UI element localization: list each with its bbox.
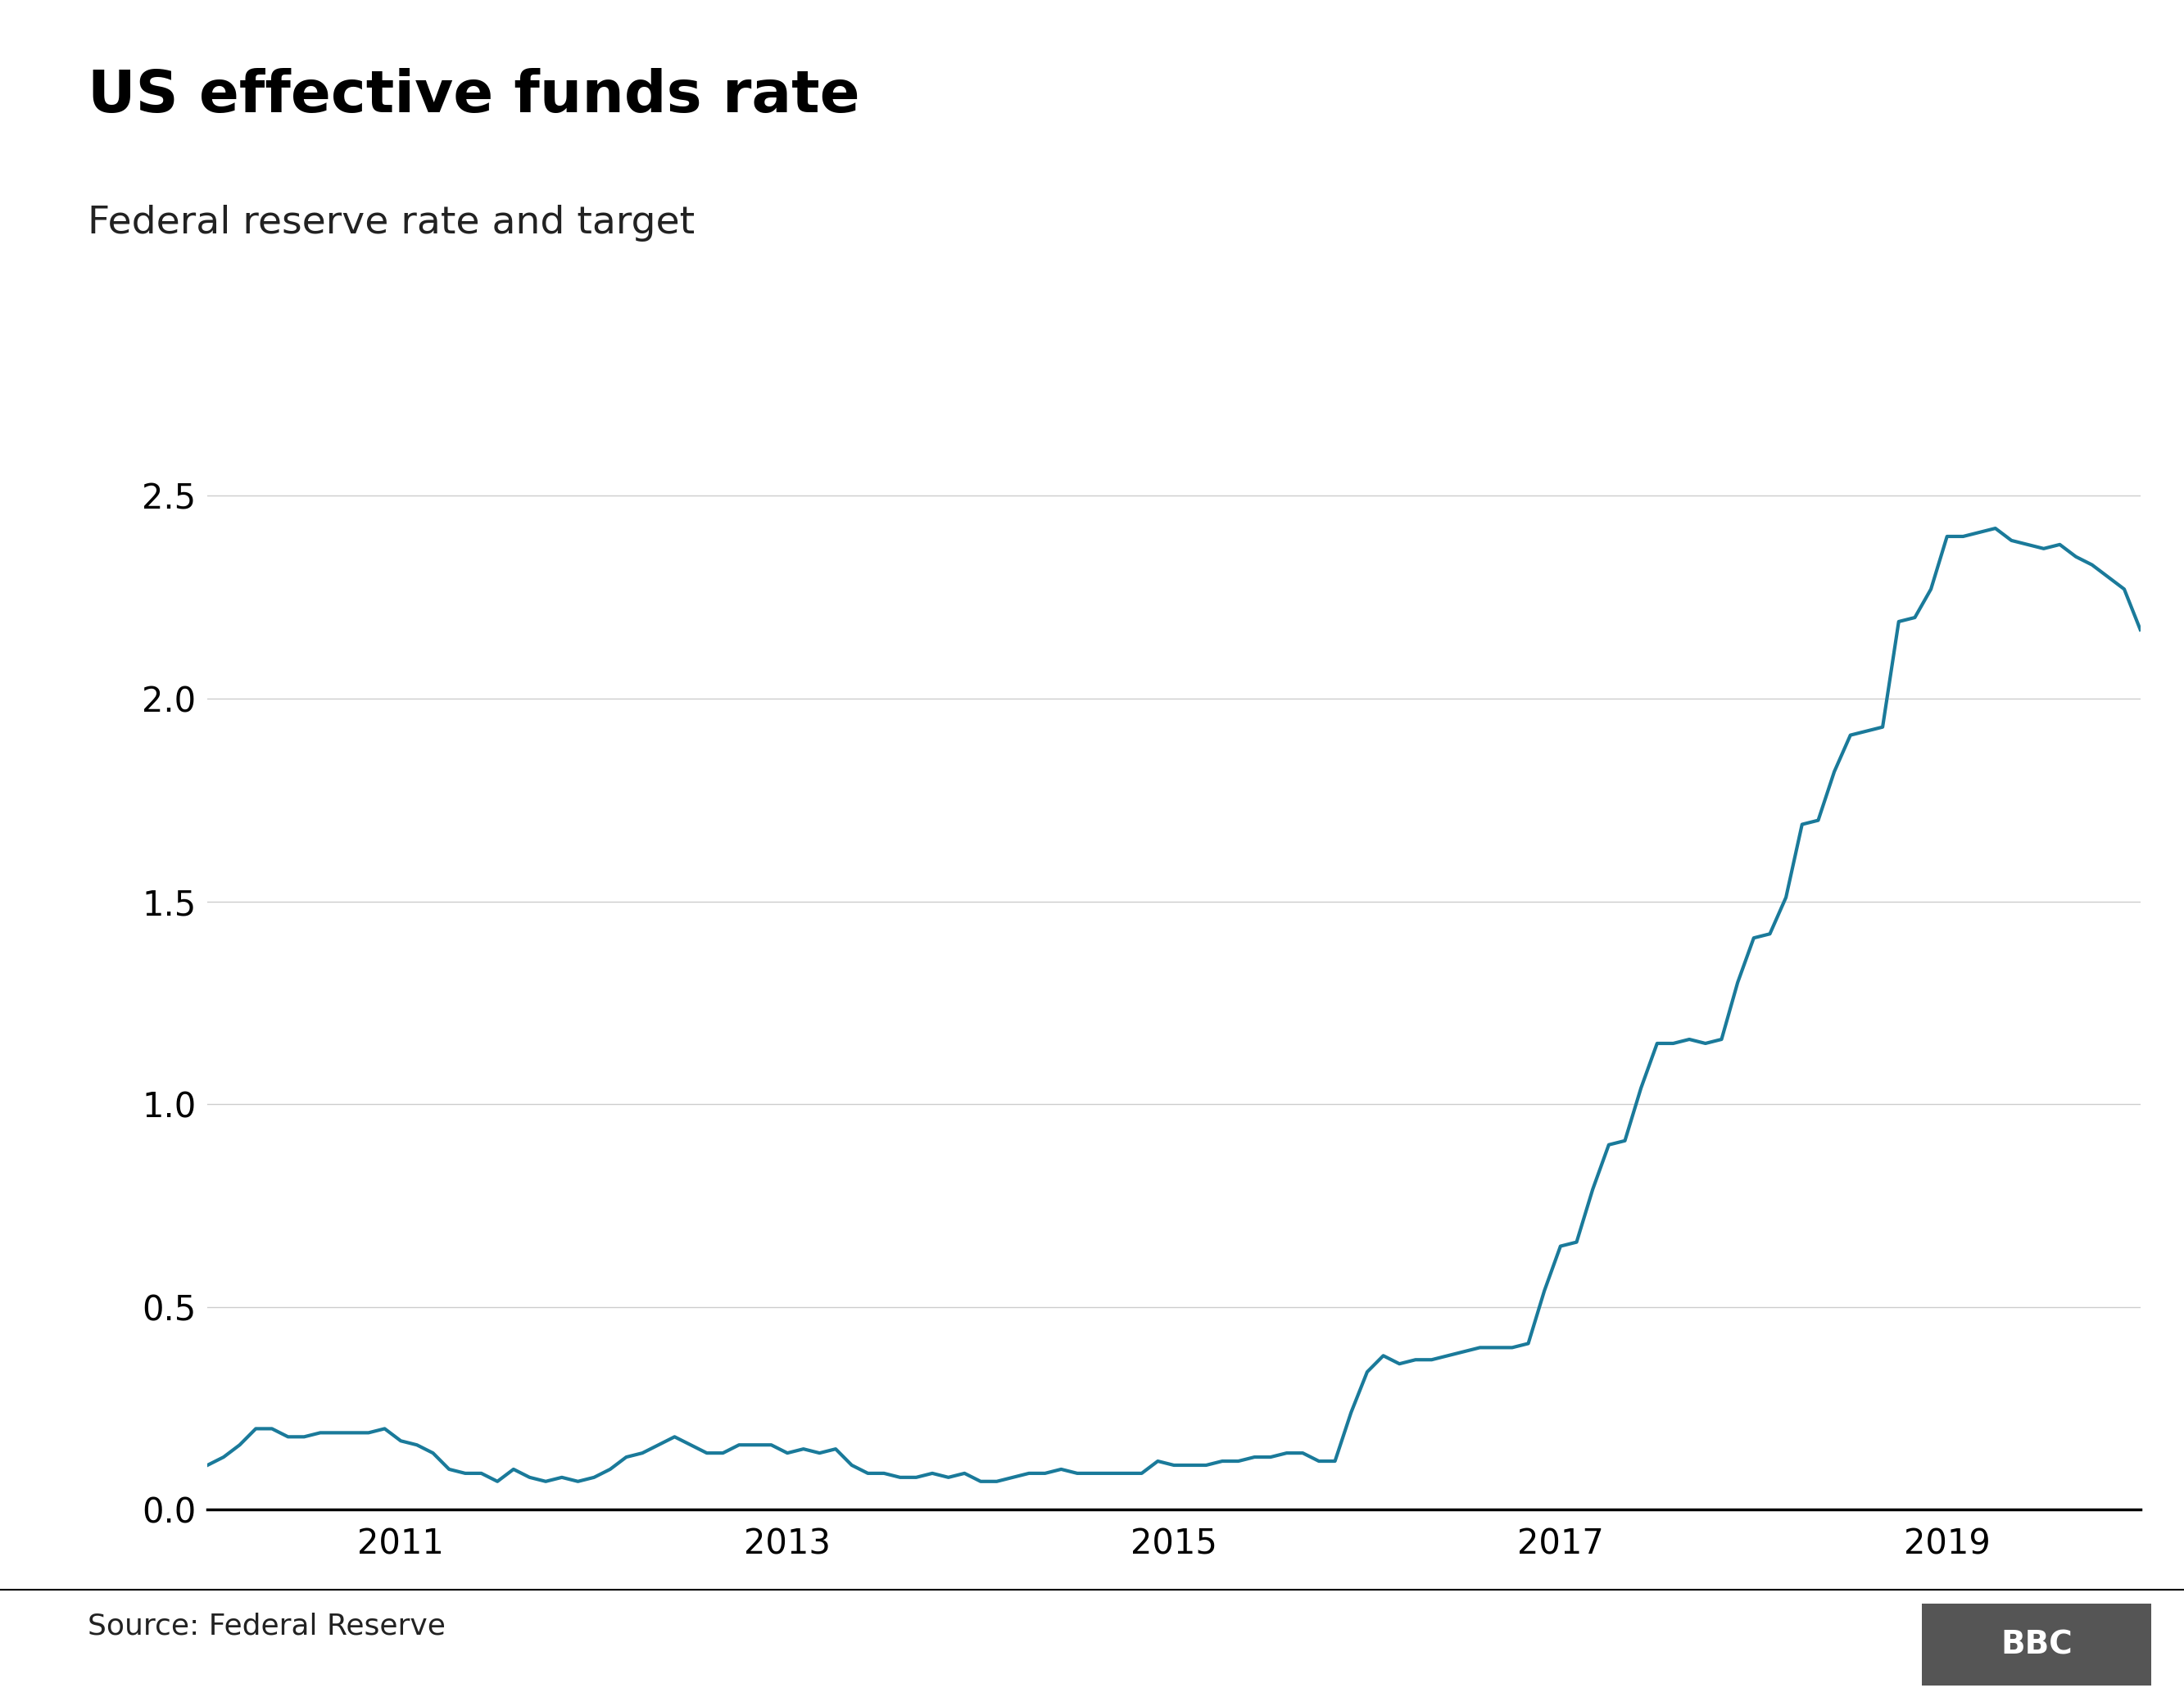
Text: BBC: BBC (2001, 1629, 2073, 1660)
Text: Federal reserve rate and target: Federal reserve rate and target (87, 205, 695, 242)
Text: Source: Federal Reserve: Source: Federal Reserve (87, 1612, 446, 1639)
Text: US effective funds rate: US effective funds rate (87, 68, 860, 125)
